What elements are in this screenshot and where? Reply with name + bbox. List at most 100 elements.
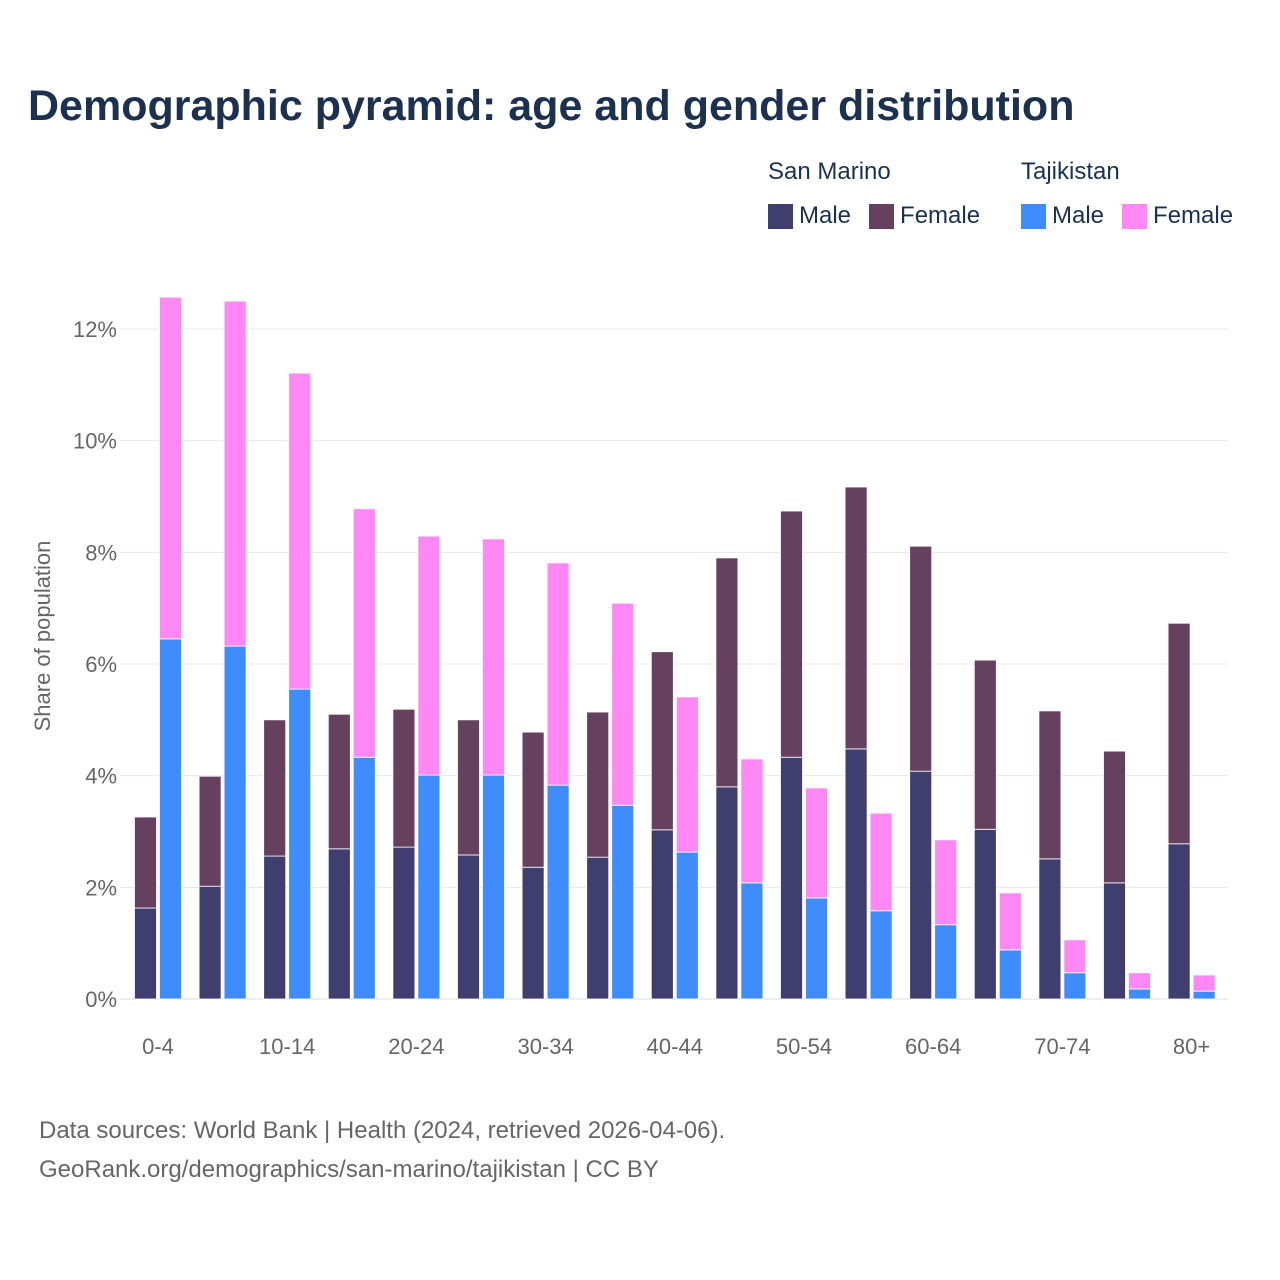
bar-tajikistan-female [1192,974,1216,992]
bar-san-marino-male [1103,882,1126,1000]
bar-tajikistan-male [934,924,958,1000]
bar-tajikistan-female [998,892,1022,951]
bar-san-marino-male [1167,843,1191,1000]
legend-label: Male [799,202,852,229]
legend-swatch [768,203,793,229]
x-tick-label: 40-44 [647,1034,703,1059]
bar-tajikistan-male [998,949,1022,1000]
bar-tajikistan-male [740,882,764,1000]
bar-san-marino-male [1038,858,1062,1000]
legend-item-san-marino-male[interactable]: Male [768,202,851,230]
bar-tajikistan-male [159,638,182,1000]
bar-tajikistan-female [675,696,699,853]
bar-tajikistan-female [482,538,505,776]
bar-san-marino-male [457,854,480,1000]
bar-tajikistan-male [482,774,505,1000]
bar-san-marino-female [586,711,610,858]
chart-title: Demographic pyramid: age and gender dist… [28,82,1075,130]
bar-san-marino-female [134,816,157,909]
bar-tajikistan-male [1128,988,1151,1000]
source-line-2[interactable]: GeoRank.org/demographics/san-marino/taji… [39,1156,659,1183]
bar-tajikistan-male [1063,972,1087,1000]
bar-tajikistan-female [740,758,764,884]
legend-country-label: San Marino [768,158,891,185]
bar-tajikistan-male [611,804,635,1000]
y-tick-label: 6% [85,652,117,677]
bar-tajikistan-female [417,535,441,776]
bar-san-marino-female [1038,710,1062,860]
legend-item-tajikistan-male[interactable]: Male [1021,202,1104,230]
bar-tajikistan-female [223,300,247,647]
bar-san-marino-male [780,756,803,1000]
bar-san-marino-male [586,856,610,1000]
x-tick-label: 0-4 [142,1034,174,1059]
x-tick-label: 30-34 [517,1034,573,1059]
bar-san-marino-male [198,885,222,1000]
y-axis-label: Share of population [30,541,55,732]
bar-tajikistan-male [223,645,247,1000]
bar-tajikistan-female [288,372,312,690]
bar-san-marino-female [327,713,351,850]
y-tick-label: 2% [85,875,117,900]
bar-san-marino-male [134,907,157,1000]
bar-tajikistan-male [352,756,376,1000]
y-tick-label: 8% [85,540,117,565]
bar-tajikistan-female [159,296,182,640]
legend-swatch [1122,203,1148,229]
bar-tajikistan-male [805,897,828,1000]
bar-san-marino-female [263,719,287,857]
bar-tajikistan-female [611,602,635,806]
legend-country-label: Tajikistan [1021,158,1120,185]
x-tick-label: 60-64 [905,1034,961,1059]
bar-san-marino-male [392,846,416,1000]
legend-item-tajikistan-female[interactable]: Female [1122,202,1233,230]
bar-san-marino-male [521,866,545,1000]
bar-san-marino-female [973,659,997,830]
legend-item-san-marino-female[interactable]: Female [869,202,980,230]
bar-san-marino-female [780,510,803,758]
bar-san-marino-female [1103,750,1126,884]
bar-tajikistan-female [546,562,570,786]
bar-san-marino-female [521,731,545,868]
x-tick-label: 20-24 [388,1034,444,1059]
bar-tajikistan-male [288,688,312,1000]
bar-san-marino-male [263,855,287,1000]
bar-san-marino-male [844,748,868,1000]
bar-san-marino-male [909,770,933,1000]
bar-san-marino-female [1167,622,1191,845]
x-tick-label: 80+ [1173,1034,1210,1059]
legend-label: Male [1052,202,1105,229]
bar-tajikistan-male [1192,990,1216,1000]
bar-san-marino-male [715,786,739,1000]
y-tick-label: 4% [85,764,117,789]
y-tick-label: 0% [85,987,117,1012]
y-tick-label: 12% [73,317,117,342]
source-line-1: Data sources: World Bank | Health (2024,… [39,1117,726,1144]
legend-label: Female [900,202,981,229]
bar-san-marino-female [198,775,222,887]
bar-tajikistan-female [934,839,958,926]
legend-tajikistan: Tajikistan Male Female [1021,158,1233,230]
bar-tajikistan-male [417,774,441,1000]
x-tick-label: 70-74 [1034,1034,1090,1059]
bar-tajikistan-male [675,851,699,1000]
bar-tajikistan-female [1128,972,1151,990]
bar-tajikistan-female [1063,939,1087,974]
bar-san-marino-female [392,708,416,848]
bar-tajikistan-female [352,508,376,758]
legend-san-marino: San Marino Male Female [768,158,980,230]
bar-san-marino-male [650,829,674,1000]
x-tick-label: 50-54 [776,1034,832,1059]
legend-label: Female [1153,202,1234,229]
y-tick-label: 10% [73,429,117,454]
bar-tajikistan-male [546,784,570,1000]
bar-san-marino-female [457,719,480,856]
bar-san-marino-female [715,557,739,788]
bar-san-marino-male [327,848,351,1000]
bar-san-marino-female [844,486,868,750]
bar-san-marino-male [973,828,997,1000]
bar-san-marino-female [909,545,933,772]
bar-san-marino-female [650,651,674,831]
